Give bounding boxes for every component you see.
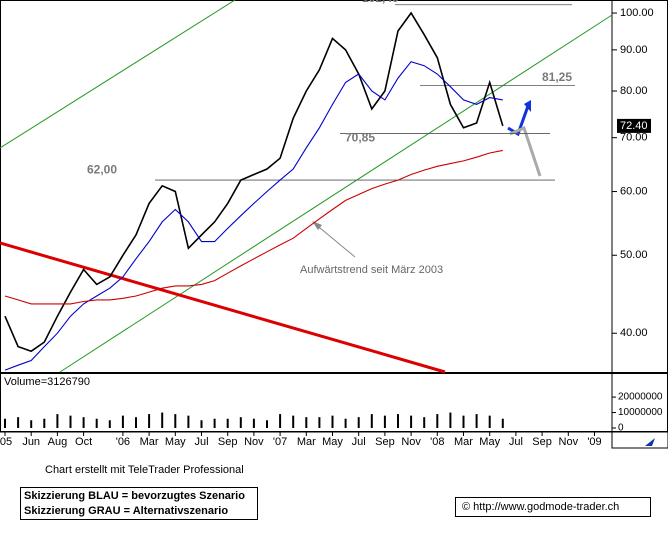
x-tick-label: Jul bbox=[352, 436, 366, 448]
copyright-box bbox=[455, 497, 651, 517]
y-tick-label: 60.00 bbox=[620, 185, 648, 197]
x-tick-label: '05 bbox=[0, 436, 12, 448]
blue-arrowhead bbox=[524, 100, 531, 112]
volume-tick-label: 0 bbox=[618, 423, 624, 434]
x-tick-label: May bbox=[479, 436, 500, 448]
annotation-arrowhead bbox=[312, 221, 322, 230]
volume-tick-label: 20000000 bbox=[618, 392, 663, 403]
y-tick-label: 80.00 bbox=[620, 85, 648, 97]
y-tick-label: 40.00 bbox=[620, 327, 648, 339]
y-tick-label: 100.00 bbox=[620, 7, 654, 19]
x-tick-label: Mar bbox=[297, 436, 316, 448]
x-tick-label: Jul bbox=[509, 436, 523, 448]
level-label: 102,40 bbox=[362, 0, 399, 5]
x-tick-label: Oct bbox=[75, 436, 92, 448]
annotation-arrow bbox=[313, 222, 356, 258]
x-tick-label: '07 bbox=[273, 436, 287, 448]
level-label: 62,00 bbox=[87, 162, 117, 176]
x-tick-label: Sep bbox=[218, 436, 238, 448]
x-tick-label: Nov bbox=[244, 436, 264, 448]
credit: Chart erstellt mit TeleTrader Profession… bbox=[45, 464, 244, 476]
annotation: Aufwärtstrend seit März 2003 bbox=[300, 264, 443, 276]
trend-channel-lower bbox=[59, 14, 613, 373]
trend-channel-upper bbox=[0, 0, 236, 149]
x-tick-label: Nov bbox=[401, 436, 421, 448]
series-line bbox=[4, 149, 503, 305]
x-tick-label: Sep bbox=[532, 436, 552, 448]
x-tick-label: '08 bbox=[430, 436, 444, 448]
icon-box bbox=[611, 431, 668, 449]
frame bbox=[0, 0, 668, 432]
volume-label: Volume=3126790 bbox=[4, 376, 90, 388]
downtrend-line bbox=[0, 241, 446, 374]
y-tick-label: 50.00 bbox=[620, 249, 648, 261]
legend-grey: Skizzierung GRAU = Alternativszenario bbox=[24, 505, 228, 517]
level-label: 70,85 bbox=[345, 131, 375, 145]
x-tick-label: Mar bbox=[140, 436, 159, 448]
x-tick-label: Mar bbox=[454, 436, 473, 448]
y-tick-label: 90.00 bbox=[620, 44, 648, 56]
volume-tick-label: 10000000 bbox=[618, 407, 663, 418]
grey-scenario bbox=[509, 125, 542, 177]
x-tick-label: Jun bbox=[22, 436, 40, 448]
last-price-label: 72.40 bbox=[620, 120, 648, 132]
x-tick-label: May bbox=[165, 436, 186, 448]
copyright: © http://www.godmode-trader.ch bbox=[462, 501, 619, 513]
legend-box bbox=[20, 487, 258, 520]
x-tick-label: Sep bbox=[375, 436, 395, 448]
x-tick-label: '06 bbox=[116, 436, 130, 448]
x-tick-label: Nov bbox=[559, 436, 579, 448]
blue-scenario bbox=[507, 105, 530, 137]
last-price-box bbox=[617, 118, 651, 133]
y-tick-label: 70.00 bbox=[620, 132, 648, 144]
x-tick-label: May bbox=[322, 436, 343, 448]
level-label: 81,25 bbox=[542, 70, 572, 84]
legend-blue: Skizzierung BLAU = bevorzugtes Szenario bbox=[24, 490, 245, 502]
x-tick-label: Aug bbox=[48, 436, 68, 448]
series-line bbox=[4, 11, 504, 353]
x-tick-label: Jul bbox=[194, 436, 208, 448]
icon bbox=[645, 438, 655, 446]
x-tick-label: '09 bbox=[587, 436, 601, 448]
